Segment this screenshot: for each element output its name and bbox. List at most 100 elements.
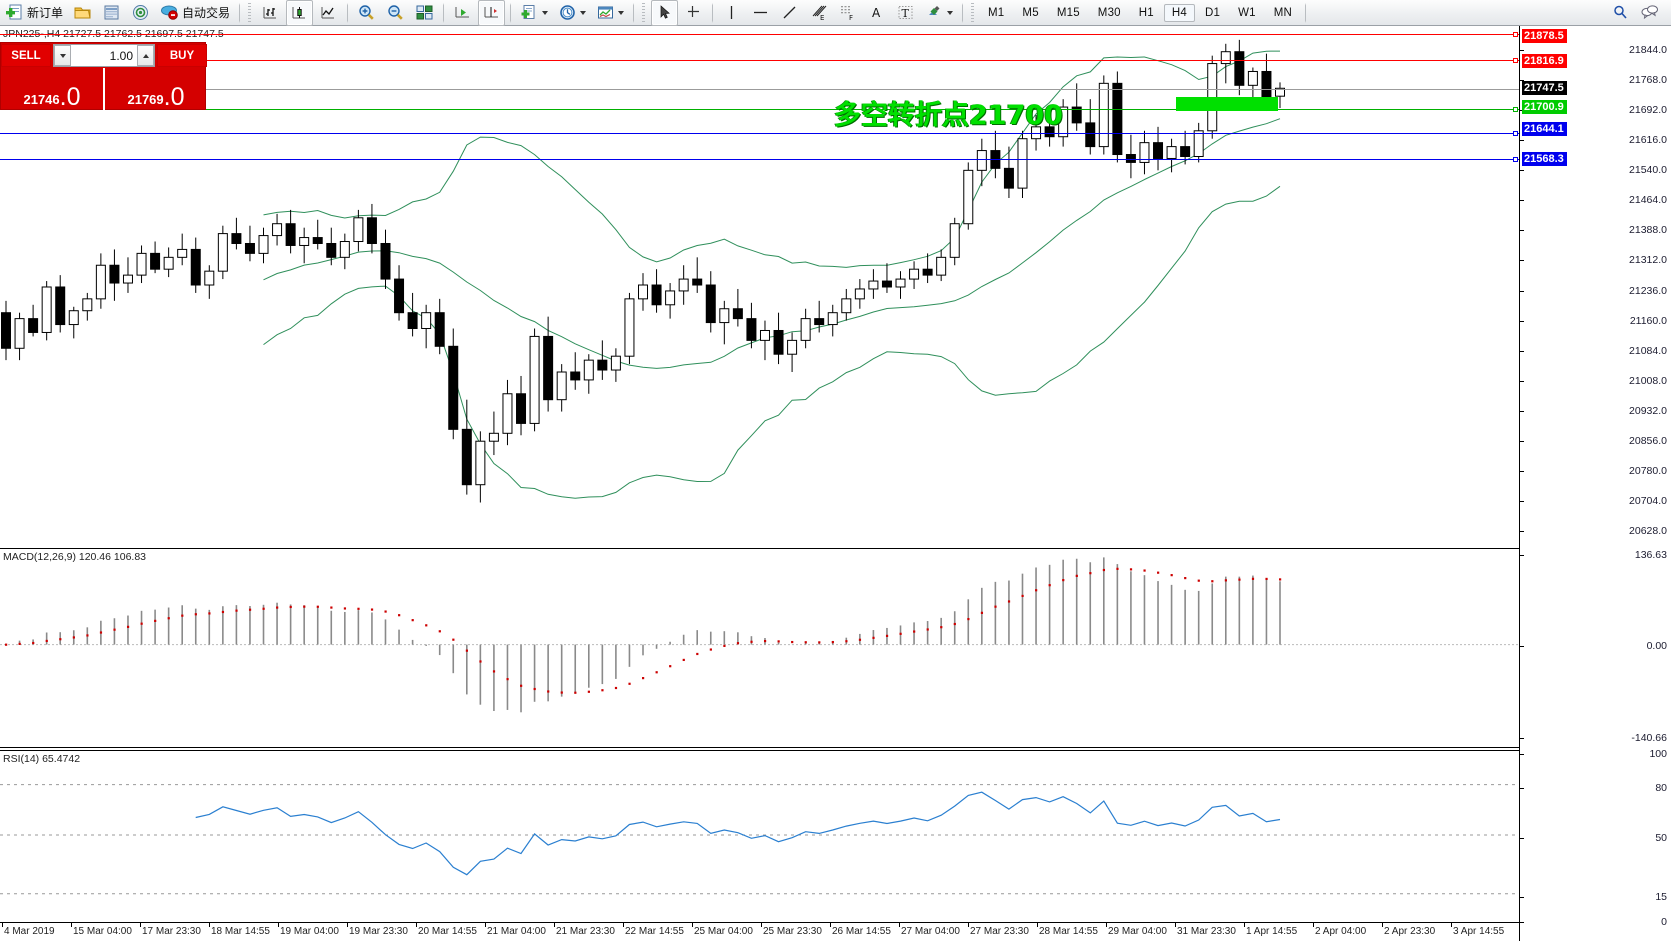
chat-button[interactable] <box>1636 0 1663 26</box>
chevron-down-icon[interactable] <box>542 10 549 15</box>
cursor-button[interactable] <box>651 0 679 26</box>
timeframe-m30[interactable]: M30 <box>1097 6 1121 19</box>
macd-signal-point <box>560 691 563 694</box>
price-label-red-level[interactable]: 21816.9 <box>1522 53 1567 68</box>
candlestick <box>651 269 662 313</box>
auto-scroll-button[interactable] <box>478 0 506 26</box>
macd-signal-point <box>926 628 929 631</box>
axis-tick-mark <box>140 923 141 927</box>
volume-increase-button[interactable] <box>137 45 154 66</box>
object-list-button[interactable]: F <box>834 0 861 26</box>
toolbar-grip[interactable] <box>969 2 977 23</box>
timeframe-mn[interactable]: MN <box>1273 6 1293 19</box>
price-pane[interactable]: JPN225-,H4 21727.5 21762.5 21697.5 21747… <box>0 26 1519 546</box>
timeframe-m1[interactable]: M1 <box>988 6 1005 19</box>
level-handle[interactable] <box>1513 32 1518 37</box>
autotrade-button[interactable]: 自动交易 <box>156 0 234 26</box>
toolbar-divider <box>962 2 964 23</box>
candlestick <box>163 247 174 278</box>
axis-tick-mark <box>1520 500 1524 502</box>
toolbar-divider <box>510 2 512 23</box>
price-label-green-level[interactable]: 21700.9 <box>1522 99 1567 114</box>
buy-price-integer: 21769 <box>127 92 164 107</box>
chart-window[interactable]: JPN225-,H4 21727.5 21762.5 21697.5 21747… <box>0 26 1671 941</box>
rsi-pane[interactable]: RSI(14) 65.4742 <box>0 750 1519 942</box>
macd-signal-point <box>398 614 401 617</box>
shift-end-button[interactable] <box>449 0 476 26</box>
terminal-button[interactable] <box>98 0 125 26</box>
price-label-blue-level[interactable]: 21644.1 <box>1522 122 1567 137</box>
search-button[interactable] <box>1607 0 1634 26</box>
timeframe-h1[interactable]: H1 <box>1138 6 1154 19</box>
crosshair-button[interactable] <box>680 0 707 26</box>
price-tick-label: 21540.0 <box>1629 164 1667 177</box>
fibonacci-button[interactable]: E <box>805 0 832 26</box>
level-handle[interactable] <box>1513 131 1518 136</box>
text-button[interactable]: A <box>863 0 890 26</box>
price-level-line-21644[interactable] <box>0 131 1519 136</box>
price-level-line-21878[interactable] <box>0 32 1519 37</box>
timeframe-m5[interactable]: M5 <box>1022 6 1039 19</box>
timeframe-d1[interactable]: D1 <box>1205 6 1221 19</box>
chevron-down-icon[interactable] <box>580 10 587 15</box>
volume-dropdown-button[interactable] <box>54 45 71 66</box>
candlestick <box>312 219 323 250</box>
buy-price-cell[interactable]: 21769 .0 <box>105 68 207 110</box>
bar-chart-button[interactable] <box>257 0 284 26</box>
one-click-trading-panel[interactable]: SELL 1.00 BUY 21746 .0 21769 .0 <box>0 42 207 110</box>
macd-signal-point <box>452 638 455 641</box>
candlestick <box>1085 99 1096 155</box>
textbox-button[interactable]: T <box>892 0 919 26</box>
macd-pane[interactable]: MACD(12,26,9) 120.46 106.83 <box>0 548 1519 748</box>
level-handle[interactable] <box>1513 157 1518 162</box>
sell-price-cell[interactable]: 21746 .0 <box>1 68 105 110</box>
timeframe-h4[interactable]: H4 <box>1163 3 1195 22</box>
timeframe-w1[interactable]: W1 <box>1238 6 1256 19</box>
candlestick <box>177 233 188 266</box>
zoom-in-button[interactable] <box>353 0 380 26</box>
vertical-line-button[interactable] <box>718 0 745 26</box>
axis-tick-mark <box>1520 738 1524 740</box>
level-handle[interactable] <box>1513 58 1518 63</box>
buy-button[interactable]: BUY <box>157 44 207 67</box>
volume-stepper[interactable]: 1.00 <box>53 44 155 67</box>
price-axis[interactable]: 21844.0 21768.0 21692.0 21616.0 21540.0 21464… <box>1519 26 1671 941</box>
chart-annotation[interactable]: 多空转折点21700 <box>834 100 1063 131</box>
horizontal-line-button[interactable] <box>747 0 774 26</box>
macd-signal-point <box>181 614 184 617</box>
folder-button[interactable] <box>69 0 96 26</box>
trendline-button[interactable] <box>776 0 803 26</box>
highlight-rectangle[interactable] <box>1176 97 1278 111</box>
sell-price-integer: 21746 <box>23 92 60 107</box>
price-level-line-21816[interactable] <box>0 58 1519 63</box>
indicator-button[interactable] <box>592 0 628 26</box>
candlestick-chart-button[interactable] <box>286 0 314 26</box>
timeframe-m15[interactable]: M15 <box>1056 6 1080 19</box>
macd-signal-point <box>655 671 658 674</box>
rsi-label: RSI(14) 65.4742 <box>3 753 81 765</box>
price-level-line-21568[interactable] <box>0 157 1519 162</box>
new-order-button[interactable]: 新订单 <box>1 0 67 26</box>
sell-button[interactable]: SELL <box>1 44 51 67</box>
zoom-out-button[interactable] <box>382 0 409 26</box>
toolbar-grip[interactable] <box>246 2 254 23</box>
toolbar-grip[interactable] <box>640 2 648 23</box>
candlestick <box>1071 83 1082 131</box>
drawing-tools-button[interactable] <box>921 0 957 26</box>
tile-windows-button[interactable] <box>411 0 438 26</box>
price-label-current-price[interactable]: 21747.5 <box>1522 81 1567 96</box>
chevron-down-icon[interactable] <box>618 10 625 15</box>
navigator-button[interactable] <box>127 0 154 26</box>
price-label-blue-level[interactable]: 21568.3 <box>1522 152 1567 167</box>
chevron-down-icon[interactable] <box>947 10 954 15</box>
vline-icon <box>722 3 741 22</box>
template-button[interactable] <box>516 0 552 26</box>
level-handle[interactable] <box>1513 107 1518 112</box>
candlestick <box>556 364 567 412</box>
price-level-line-21700[interactable] <box>0 107 1519 112</box>
price-label-red-level[interactable]: 21878.5 <box>1522 29 1567 44</box>
period-button[interactable] <box>554 0 590 26</box>
toolbar-divider <box>239 2 241 23</box>
line-chart-button[interactable] <box>315 0 342 26</box>
volume-input[interactable]: 1.00 <box>109 48 133 63</box>
